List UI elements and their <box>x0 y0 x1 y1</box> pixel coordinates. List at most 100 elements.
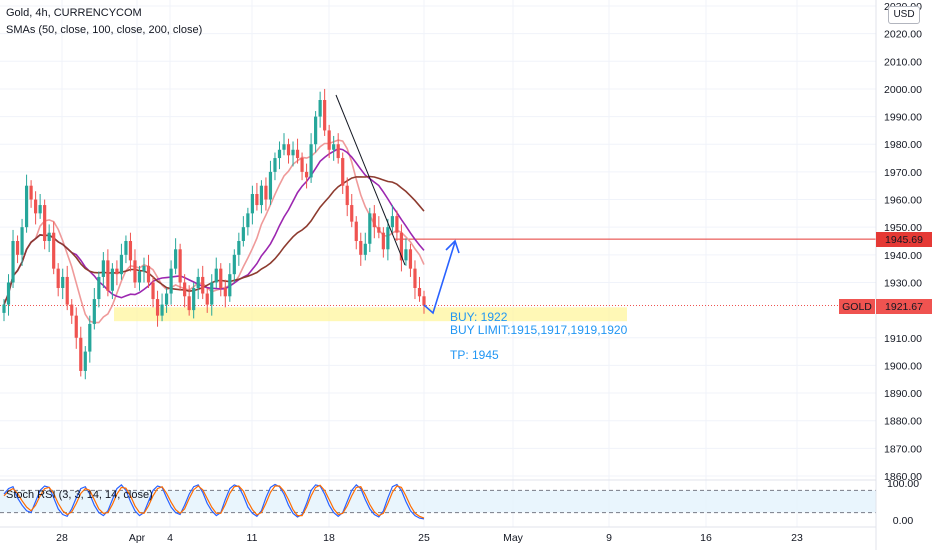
candle-body <box>228 274 232 297</box>
time-tick-label: 4 <box>167 532 173 544</box>
candle-body <box>15 241 20 255</box>
candle-body <box>38 205 42 214</box>
candle-body <box>214 268 218 283</box>
candle-body <box>323 100 327 131</box>
candle-body <box>363 243 367 255</box>
chart-title-legend[interactable]: Gold, 4h, CURRENCYCOM <box>6 7 142 19</box>
candle-body <box>183 282 187 297</box>
candle-body <box>128 241 133 261</box>
candle-body <box>56 268 60 288</box>
candle-body <box>20 227 24 255</box>
candle-body <box>286 144 291 156</box>
candle-body <box>155 299 160 316</box>
candle-body <box>151 282 155 300</box>
time-tick-label: 18 <box>323 532 335 544</box>
time-tick-label: 16 <box>700 532 712 544</box>
candle-body <box>142 265 146 272</box>
sma-200-line <box>3 175 425 305</box>
buy-zone-highlight <box>114 307 627 322</box>
candle-body <box>133 260 137 283</box>
candle-body <box>345 185 349 206</box>
candle-body <box>219 268 223 288</box>
candle-body <box>92 299 96 324</box>
candle-body <box>327 130 331 150</box>
price-tick-label: 1980.00 <box>884 139 922 151</box>
candle-body <box>264 185 268 200</box>
candle-body <box>210 282 214 305</box>
candle-body <box>205 293 209 305</box>
candle-body <box>314 116 318 145</box>
time-tick-label: 9 <box>606 532 612 544</box>
candle-body <box>34 199 38 214</box>
price-grid <box>0 0 876 527</box>
price-tick-label: 1960.00 <box>884 195 922 207</box>
candle-body <box>381 232 385 250</box>
candle-body <box>6 282 11 305</box>
candle-body <box>386 227 390 250</box>
rsi-tick-label: 0.00 <box>893 515 914 527</box>
candle-body <box>237 241 241 255</box>
candle-body <box>61 276 65 288</box>
candle-body <box>192 288 196 311</box>
candle-body <box>137 271 142 283</box>
candle-body <box>390 216 394 228</box>
candle-body <box>354 221 358 241</box>
time-axis[interactable]: 28 Apr 4 11 18 25 May 9 16 23 <box>56 532 803 544</box>
trend-line[interactable] <box>335 94 406 266</box>
sma-legend[interactable]: SMAs (50, close, 100, close, 200, close) <box>6 24 203 36</box>
resistance-price-tag: 1945.69 <box>876 232 932 247</box>
price-tick-label: 2000.00 <box>884 84 922 96</box>
moving-averages <box>3 139 425 324</box>
price-tick-label: 1970.00 <box>884 167 922 179</box>
candle-body <box>250 194 254 214</box>
candle-body <box>246 213 250 228</box>
stoch-rsi-panel <box>0 483 876 520</box>
candle-body <box>350 205 354 222</box>
candle-body <box>304 171 309 178</box>
candle-body <box>318 100 322 117</box>
candle-body <box>417 288 422 297</box>
projection-arrowhead <box>445 239 460 254</box>
projection-arrow[interactable] <box>423 241 456 315</box>
candles <box>2 88 426 380</box>
candle-body <box>372 213 376 228</box>
candle-body <box>295 149 300 159</box>
candle-body <box>164 293 169 305</box>
candle-body <box>178 249 182 283</box>
candle-body <box>65 276 69 305</box>
candle-body <box>88 323 92 352</box>
candle-body <box>169 268 173 294</box>
price-tick-label: 1880.00 <box>884 416 922 428</box>
buy-limit-note: BUY LIMIT:1915,1917,1919,1920 <box>450 323 628 337</box>
candle-body <box>273 158 277 172</box>
candle-body <box>309 144 313 178</box>
price-tick-label: 1990.00 <box>884 112 922 124</box>
candle-body <box>404 249 408 261</box>
rsi-tick-label: 100.00 <box>887 478 919 490</box>
time-tick-label: May <box>503 532 524 544</box>
candle-body <box>413 268 417 288</box>
price-axis[interactable]: 2030.002020.002010.002000.001990.001980.… <box>884 1 922 527</box>
candle-body <box>110 268 114 291</box>
candle-body <box>282 144 286 150</box>
candle-body <box>359 241 363 255</box>
rsi-band <box>0 490 876 513</box>
stoch-rsi-legend[interactable]: Stoch RSI (3, 3, 14, 14, close) <box>6 489 153 501</box>
candle-body <box>160 304 164 316</box>
candle-body <box>187 296 191 311</box>
candle-body <box>43 205 47 241</box>
candle-body <box>101 260 105 277</box>
candle-body <box>2 304 6 313</box>
candle-body <box>124 241 128 255</box>
time-tick-label: 25 <box>418 532 430 544</box>
currency-button[interactable]: USD <box>888 6 920 24</box>
candle-body <box>115 268 119 275</box>
candle-body <box>408 249 413 269</box>
resistance-price-label: 1945.69 <box>885 234 923 246</box>
candle-body <box>223 288 227 297</box>
tp-note: TP: 1945 <box>450 348 499 362</box>
candle-body <box>422 296 426 306</box>
candle-body <box>47 232 51 241</box>
candle-body <box>106 260 110 291</box>
